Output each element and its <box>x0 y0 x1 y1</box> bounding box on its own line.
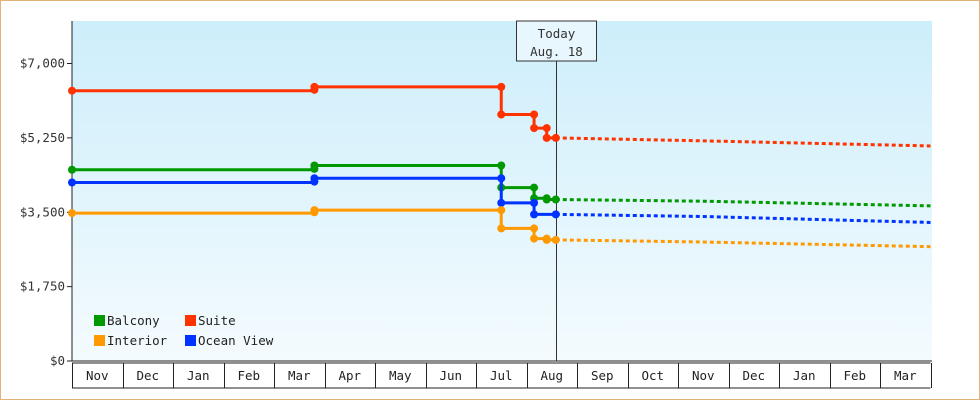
x-tick-label: Dec <box>136 368 159 383</box>
y-tick-label: $1,750 <box>20 279 65 294</box>
legend-item-balcony: Balcony <box>94 313 160 328</box>
x-tick-label: Jan <box>187 368 210 383</box>
x-tick-label: Mar <box>288 368 311 383</box>
data-point <box>543 196 551 204</box>
legend-swatch <box>185 315 196 326</box>
data-point <box>530 235 538 243</box>
data-point <box>497 83 505 91</box>
data-point <box>497 224 505 232</box>
data-point <box>530 124 538 132</box>
data-point <box>543 124 551 132</box>
y-tick-label: $7,000 <box>20 56 65 71</box>
x-tick-label: Apr <box>338 368 361 383</box>
data-point <box>530 210 538 218</box>
x-tick-label: Jan <box>793 368 816 383</box>
x-tick-label: Nov <box>86 368 109 383</box>
data-point <box>497 162 505 170</box>
data-point <box>530 111 538 119</box>
data-point <box>497 199 505 207</box>
legend-item-ocean-view: Ocean View <box>185 333 274 348</box>
data-point <box>543 236 551 244</box>
legend-item-suite: Suite <box>185 313 236 328</box>
legend-label: Balcony <box>107 313 160 328</box>
x-tick-label: Mar <box>894 368 917 383</box>
legend-label: Interior <box>107 333 168 348</box>
x-tick-label: May <box>389 368 412 383</box>
x-tick-label: Sep <box>591 368 614 383</box>
x-axis: Nov Dec Jan Feb Mar Apr May Jun Jul Aug Sep Oct Nov D… <box>72 361 932 388</box>
data-point <box>497 174 505 182</box>
data-point <box>310 162 318 170</box>
data-point <box>310 83 318 91</box>
legend-label: Suite <box>198 313 236 328</box>
data-point <box>497 111 505 119</box>
data-point <box>552 210 560 218</box>
data-point <box>530 199 538 207</box>
data-point <box>552 134 560 142</box>
data-point <box>530 184 538 192</box>
today-label: Today Aug. 18 <box>517 21 597 61</box>
data-point <box>68 87 76 95</box>
data-point <box>552 196 560 204</box>
x-tick-label: Aug <box>540 368 563 383</box>
data-point <box>68 209 76 217</box>
today-label-line1: Today <box>538 26 576 41</box>
data-point <box>310 174 318 182</box>
x-tick-label: Dec <box>742 368 765 383</box>
x-tick-label: Feb <box>237 368 260 383</box>
data-point <box>68 166 76 174</box>
x-tick-label: Oct <box>641 368 664 383</box>
x-tick-label: Jul <box>490 368 513 383</box>
y-tick-label: $3,500 <box>20 204 65 219</box>
legend-swatch <box>185 335 196 346</box>
today-label-line2: Aug. 18 <box>530 44 583 59</box>
data-point <box>530 224 538 232</box>
y-axis: $0 $1,750 $3,500 $5,250 $7,000 <box>20 21 72 368</box>
y-tick-label: $0 <box>50 353 65 368</box>
data-point <box>552 236 560 244</box>
data-point <box>68 179 76 187</box>
legend-swatch <box>94 315 105 326</box>
x-tick-label: Nov <box>692 368 715 383</box>
legend-swatch <box>94 335 105 346</box>
data-point <box>543 134 551 142</box>
x-tick-label: Feb <box>843 368 866 383</box>
data-point <box>497 206 505 214</box>
legend-label: Ocean View <box>198 333 274 348</box>
x-tick-label: Jun <box>439 368 462 383</box>
y-tick-label: $5,250 <box>20 130 65 145</box>
data-point <box>310 206 318 214</box>
